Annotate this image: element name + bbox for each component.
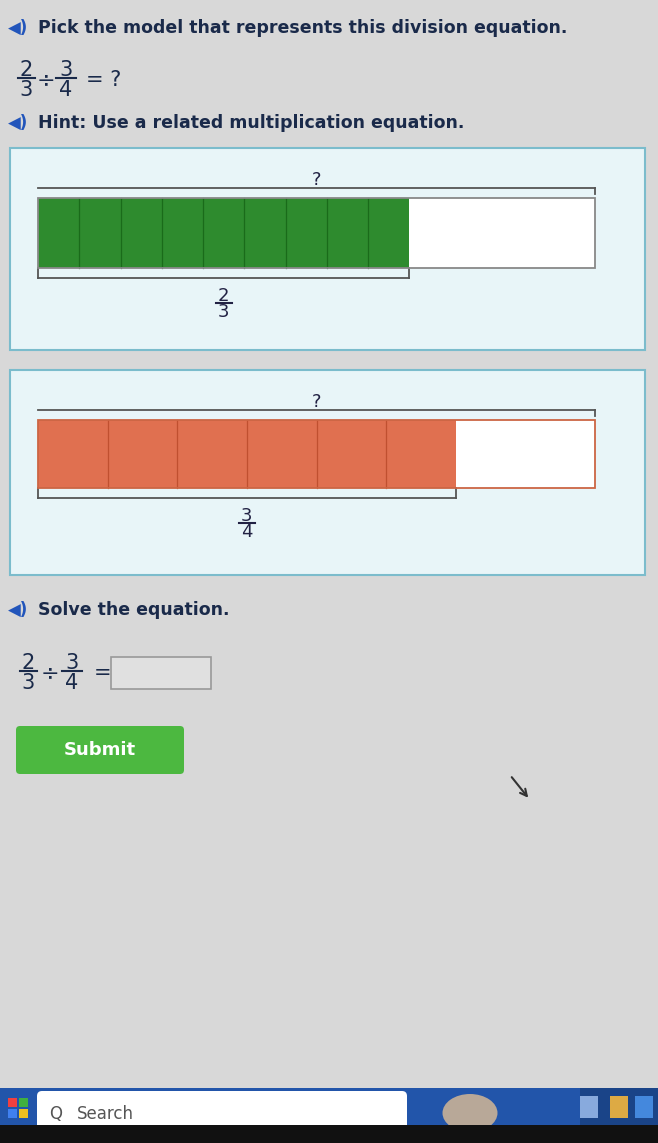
- Bar: [635, 1096, 653, 1118]
- Text: Solve the equation.: Solve the equation.: [38, 601, 230, 620]
- Bar: [19, 1098, 28, 1108]
- Bar: [38, 198, 409, 267]
- Bar: [38, 419, 595, 488]
- FancyBboxPatch shape: [10, 370, 645, 575]
- Text: = ?: = ?: [86, 70, 121, 90]
- FancyBboxPatch shape: [37, 1092, 407, 1137]
- Bar: [0, 1125, 658, 1143]
- Bar: [0, 1088, 658, 1143]
- Bar: [19, 1109, 28, 1118]
- Text: ◀): ◀): [8, 601, 28, 620]
- Text: 3: 3: [19, 80, 33, 99]
- Text: 2: 2: [21, 653, 35, 673]
- Bar: [580, 1088, 658, 1143]
- Text: ÷: ÷: [37, 70, 55, 90]
- Bar: [38, 198, 595, 267]
- Bar: [8, 1098, 17, 1108]
- Bar: [409, 198, 595, 267]
- Text: ?: ?: [312, 171, 321, 189]
- Text: Hint: Use a related multiplication equation.: Hint: Use a related multiplication equat…: [38, 114, 465, 131]
- Ellipse shape: [442, 1094, 497, 1132]
- Text: Submit: Submit: [64, 741, 136, 759]
- Bar: [610, 1096, 628, 1118]
- Text: 3: 3: [59, 59, 72, 80]
- FancyBboxPatch shape: [16, 726, 184, 774]
- Bar: [456, 419, 595, 488]
- Text: 4: 4: [241, 523, 253, 541]
- Text: =: =: [94, 663, 112, 684]
- Text: Search: Search: [77, 1105, 134, 1124]
- Text: 3: 3: [218, 303, 230, 321]
- Text: 2: 2: [19, 59, 33, 80]
- Text: ◀): ◀): [8, 114, 28, 131]
- Text: 3: 3: [241, 507, 253, 525]
- Text: ◀): ◀): [8, 19, 28, 37]
- Text: Q: Q: [49, 1105, 63, 1124]
- Text: 4: 4: [65, 673, 78, 693]
- Text: Pick the model that represents this division equation.: Pick the model that represents this divi…: [38, 19, 567, 37]
- Text: 3: 3: [21, 673, 35, 693]
- FancyBboxPatch shape: [111, 657, 211, 689]
- Text: ÷: ÷: [41, 663, 59, 684]
- Text: ?: ?: [312, 393, 321, 411]
- FancyBboxPatch shape: [10, 147, 645, 350]
- Bar: [8, 1109, 17, 1118]
- Text: 4: 4: [59, 80, 72, 99]
- Text: 2: 2: [218, 287, 230, 305]
- Text: 3: 3: [65, 653, 78, 673]
- Bar: [38, 419, 456, 488]
- Bar: [580, 1096, 598, 1118]
